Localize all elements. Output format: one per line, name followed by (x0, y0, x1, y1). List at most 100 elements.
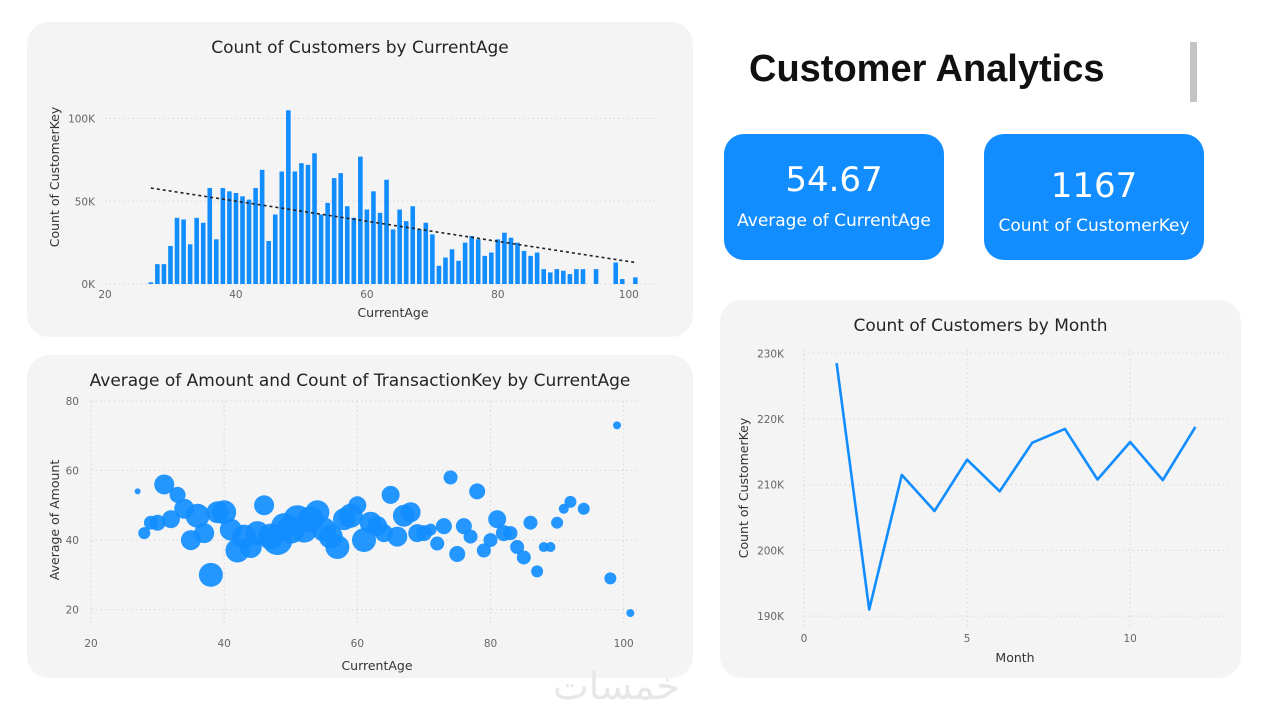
scatter-point[interactable] (564, 495, 577, 508)
scatter-point[interactable] (604, 572, 617, 585)
hist-bar[interactable] (233, 193, 239, 284)
hist-bar[interactable] (462, 242, 468, 284)
hist-bar[interactable] (148, 282, 154, 284)
hist-bar[interactable] (240, 196, 245, 284)
scatter-point[interactable] (531, 565, 544, 578)
hist-bar[interactable] (305, 164, 311, 284)
hist-bar[interactable] (338, 173, 344, 284)
hist-bar[interactable] (574, 269, 579, 284)
hist-bar[interactable] (541, 269, 546, 284)
hist-bar[interactable] (312, 153, 317, 284)
scatter-point[interactable] (348, 496, 367, 515)
scatter-point[interactable] (194, 523, 215, 544)
hist-bar[interactable] (259, 169, 265, 284)
hist-bar[interactable] (456, 260, 461, 284)
scatter-point[interactable] (424, 523, 437, 536)
month-series-line[interactable] (835, 362, 1197, 611)
hist-bar[interactable] (521, 250, 527, 284)
hist-bar[interactable] (207, 188, 213, 284)
kpi-card-average-age[interactable]: 54.67 Average of CurrentAge (724, 134, 944, 260)
scatter-point[interactable] (185, 503, 210, 528)
hist-bar[interactable] (331, 178, 337, 284)
scatter-point[interactable] (449, 545, 466, 562)
scatter-point[interactable] (545, 542, 556, 553)
scatter-point[interactable] (558, 503, 569, 514)
hist-bar[interactable] (430, 234, 435, 284)
hist-bar[interactable] (554, 269, 560, 284)
hist-bar[interactable] (410, 206, 416, 284)
hist-bar[interactable] (619, 279, 625, 284)
scatter-point[interactable] (134, 488, 141, 495)
hist-bar[interactable] (561, 270, 566, 284)
hist-bar[interactable] (168, 245, 173, 284)
scatter-point[interactable] (435, 518, 452, 535)
hist-bar[interactable] (423, 222, 429, 284)
hist-bar[interactable] (187, 244, 193, 284)
hist-bar[interactable] (508, 237, 514, 284)
hist-bar[interactable] (475, 239, 481, 284)
scatter-point[interactable] (381, 485, 400, 504)
hist-bar[interactable] (253, 188, 258, 284)
hist-bar[interactable] (567, 274, 573, 284)
hist-bar[interactable] (181, 219, 186, 284)
hist-bar[interactable] (416, 229, 422, 284)
hist-bar[interactable] (403, 221, 409, 284)
scatter-point[interactable] (149, 514, 166, 531)
hist-bar[interactable] (266, 240, 271, 284)
scatter-point[interactable] (198, 562, 223, 587)
hist-bar[interactable] (272, 214, 278, 284)
hist-bar[interactable] (318, 214, 324, 284)
hist-bar[interactable] (155, 264, 160, 284)
scatter-point[interactable] (154, 474, 175, 495)
hist-bar[interactable] (449, 249, 455, 284)
hist-bar[interactable] (633, 277, 638, 284)
hist-bar[interactable] (214, 239, 219, 284)
hist-bar[interactable] (397, 209, 402, 284)
hist-bar[interactable] (489, 252, 494, 284)
scatter-point[interactable] (443, 470, 458, 485)
scatter-point[interactable] (483, 533, 498, 548)
hist-bar[interactable] (443, 257, 448, 284)
scatter-point[interactable] (352, 528, 376, 553)
hist-bar[interactable] (390, 229, 396, 284)
scatter-point[interactable] (488, 510, 507, 529)
scatter-point[interactable] (212, 500, 237, 525)
hist-bar[interactable] (528, 255, 533, 284)
hist-bar[interactable] (246, 199, 252, 284)
hist-bar[interactable] (593, 269, 599, 284)
hist-bar[interactable] (227, 191, 232, 284)
scatter-point[interactable] (161, 510, 180, 529)
kpi-card-customer-count[interactable]: 1167 Count of CustomerKey (984, 134, 1204, 260)
hist-bar[interactable] (299, 163, 304, 284)
scatter-point[interactable] (626, 609, 635, 618)
scatter-point[interactable] (551, 516, 564, 529)
scatter-point[interactable] (463, 529, 478, 544)
scatter-point[interactable] (400, 502, 421, 523)
scatter-point[interactable] (503, 526, 518, 541)
hist-bar[interactable] (371, 191, 376, 284)
hist-bar[interactable] (364, 209, 370, 284)
scatter-point[interactable] (325, 535, 350, 560)
hist-bar[interactable] (495, 239, 501, 284)
hist-bar[interactable] (469, 236, 474, 284)
hist-bar[interactable] (344, 206, 350, 284)
scatter-point[interactable] (254, 495, 275, 516)
hist-bar[interactable] (384, 179, 389, 284)
hist-bar[interactable] (174, 217, 180, 284)
hist-bar[interactable] (613, 262, 619, 284)
scatter-point[interactable] (476, 543, 491, 558)
scatter-point[interactable] (577, 502, 590, 515)
hist-bar[interactable] (161, 264, 167, 284)
hist-bar[interactable] (325, 202, 330, 284)
scatter-point[interactable] (387, 526, 408, 547)
hist-bar[interactable] (534, 252, 540, 284)
scatter-point[interactable] (169, 486, 186, 503)
hist-bar[interactable] (220, 188, 226, 284)
hist-bar[interactable] (351, 217, 357, 284)
hist-bar[interactable] (502, 232, 507, 284)
hist-bar[interactable] (292, 171, 298, 284)
scatter-point[interactable] (510, 540, 525, 555)
scatter-point[interactable] (523, 515, 538, 530)
hist-bar[interactable] (436, 265, 442, 284)
hist-bar[interactable] (200, 222, 206, 284)
